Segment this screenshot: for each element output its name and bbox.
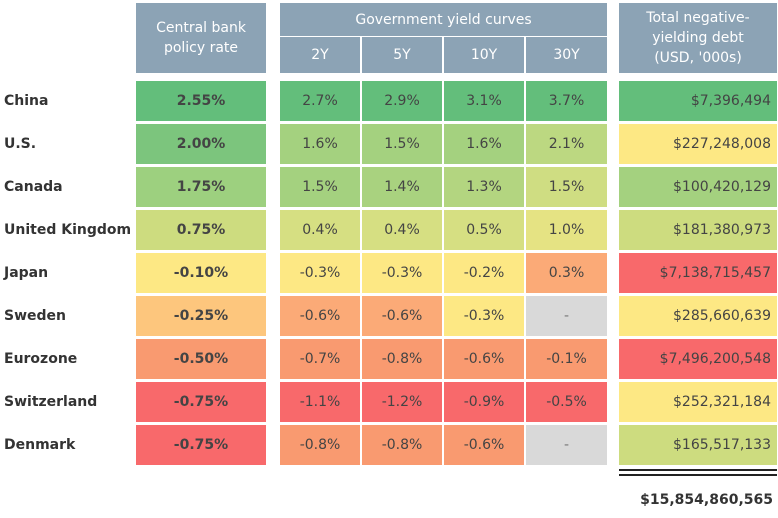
yield-cell-30y: -0.5%: [526, 382, 607, 422]
yield-cell-10y: -0.2%: [444, 253, 524, 293]
yield-cell-10y: 1.6%: [444, 124, 524, 164]
header-policy-rate: Central bank policy rate: [136, 3, 266, 73]
header-debt: Total negative-yielding debt (USD, '000s…: [619, 3, 777, 73]
yield-cell-2y: -0.3%: [280, 253, 360, 293]
debt-cell: $252,321,184: [619, 382, 777, 422]
yield-cell-10y: 0.5%: [444, 210, 524, 250]
policy-rate-cell: 2.00%: [136, 124, 266, 164]
header-tenor-30y: 30Y: [526, 37, 607, 73]
yield-cell-5y: -0.8%: [362, 425, 442, 465]
row-country-label: Eurozone: [4, 351, 78, 367]
row-country-label: Switzerland: [4, 394, 98, 410]
row-country-label: United Kingdom: [4, 222, 132, 238]
yield-cell-30y: -: [526, 296, 607, 336]
policy-rate-cell: -0.25%: [136, 296, 266, 336]
policy-rate-cell: 1.75%: [136, 167, 266, 207]
header-tenor-2y-label: 2Y: [311, 47, 329, 63]
header-tenor-30y-label: 30Y: [553, 47, 580, 63]
yield-cell-5y: -0.6%: [362, 296, 442, 336]
header-tenor-5y: 5Y: [362, 37, 442, 73]
header-tenor-5y-label: 5Y: [393, 47, 411, 63]
yield-cell-2y: 0.4%: [280, 210, 360, 250]
row-country-label: Denmark: [4, 437, 76, 453]
yield-cell-2y: 1.6%: [280, 124, 360, 164]
yield-cell-30y: 2.1%: [526, 124, 607, 164]
yield-cell-30y: 0.3%: [526, 253, 607, 293]
yield-cell-30y: -0.1%: [526, 339, 607, 379]
yield-cell-10y: 1.3%: [444, 167, 524, 207]
row-country-label: Japan: [4, 265, 49, 281]
yield-cell-5y: 1.5%: [362, 124, 442, 164]
policy-rate-cell: -0.50%: [136, 339, 266, 379]
header-policy-rate-label: Central bank policy rate: [156, 20, 246, 56]
row-country-label: Canada: [4, 179, 63, 195]
debt-cell: $181,380,973: [619, 210, 777, 250]
total-rule-bottom: [619, 474, 777, 476]
header-tenor-10y-label: 10Y: [470, 47, 498, 63]
yield-cell-2y: -1.1%: [280, 382, 360, 422]
yield-cell-10y: -0.3%: [444, 296, 524, 336]
header-debt-label: Total negative-yielding debt (USD, '000s…: [646, 10, 750, 66]
yield-cell-2y: -0.6%: [280, 296, 360, 336]
yield-cell-2y: 1.5%: [280, 167, 360, 207]
debt-cell: $7,496,200,548: [619, 339, 777, 379]
yield-cell-2y: 2.7%: [280, 81, 360, 121]
yield-cell-30y: 3.7%: [526, 81, 607, 121]
debt-cell: $227,248,008: [619, 124, 777, 164]
yield-cell-10y: -0.9%: [444, 382, 524, 422]
yield-cell-5y: -0.3%: [362, 253, 442, 293]
row-country-label: China: [4, 93, 49, 109]
total-value: $15,854,860,565: [640, 492, 773, 508]
policy-rate-cell: -0.10%: [136, 253, 266, 293]
row-country-label: Sweden: [4, 308, 66, 324]
yield-cell-2y: -0.8%: [280, 425, 360, 465]
header-yield-curves-label: Government yield curves: [355, 11, 532, 28]
row-country-label: U.S.: [4, 136, 37, 152]
yield-cell-30y: -: [526, 425, 607, 465]
policy-rate-cell: -0.75%: [136, 425, 266, 465]
debt-cell: $285,660,639: [619, 296, 777, 336]
yield-cell-30y: 1.0%: [526, 210, 607, 250]
policy-rate-cell: 2.55%: [136, 81, 266, 121]
yield-cell-10y: -0.6%: [444, 425, 524, 465]
yield-cell-5y: 0.4%: [362, 210, 442, 250]
header-tenor-10y: 10Y: [444, 37, 524, 73]
policy-rate-cell: 0.75%: [136, 210, 266, 250]
header-tenor-2y: 2Y: [280, 37, 360, 73]
debt-cell: $7,396,494: [619, 81, 777, 121]
yield-cell-30y: 1.5%: [526, 167, 607, 207]
yield-cell-10y: -0.6%: [444, 339, 524, 379]
yield-cell-2y: -0.7%: [280, 339, 360, 379]
yield-cell-5y: -0.8%: [362, 339, 442, 379]
yield-cell-5y: 2.9%: [362, 81, 442, 121]
policy-rate-cell: -0.75%: [136, 382, 266, 422]
debt-cell: $100,420,129: [619, 167, 777, 207]
total-rule-top: [619, 469, 777, 471]
yield-cell-5y: -1.2%: [362, 382, 442, 422]
debt-cell: $7,138,715,457: [619, 253, 777, 293]
debt-cell: $165,517,133: [619, 425, 777, 465]
yield-cell-5y: 1.4%: [362, 167, 442, 207]
header-yield-curves: Government yield curves: [280, 3, 607, 36]
yield-cell-10y: 3.1%: [444, 81, 524, 121]
